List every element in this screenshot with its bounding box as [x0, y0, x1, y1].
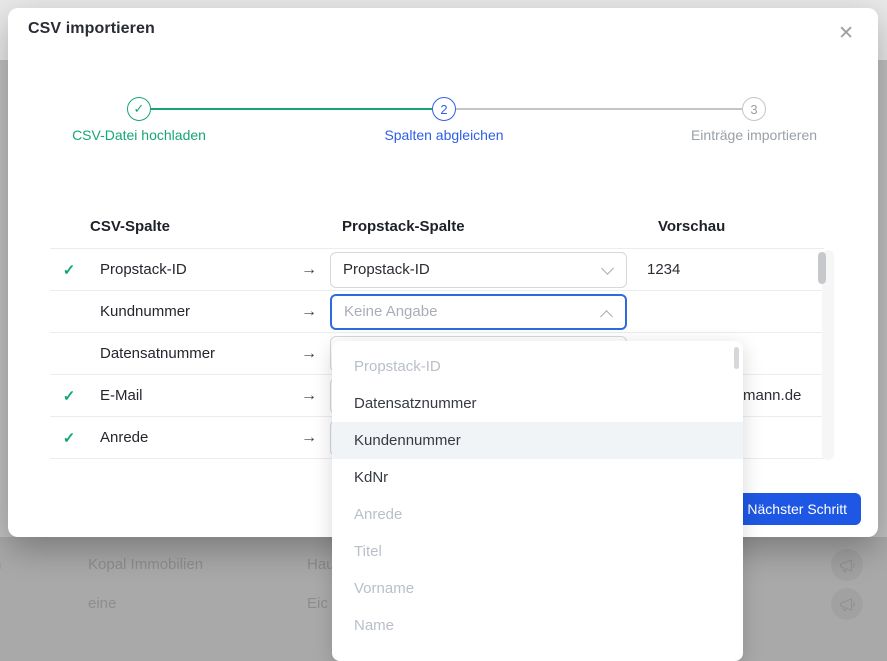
- close-icon[interactable]: ✕: [838, 23, 854, 44]
- csv-column-name: Datensatnummer: [100, 345, 216, 362]
- dropdown-scrollbar-thumb[interactable]: [734, 347, 739, 369]
- csv-column-name: Anrede: [100, 429, 149, 446]
- step-1-check-icon: ✓: [127, 97, 151, 121]
- chevron-up-icon: [600, 309, 613, 323]
- dropdown-option[interactable]: KdNr: [354, 469, 389, 486]
- step-3-label: Einträge importieren: [690, 127, 818, 143]
- chevron-down-icon: [601, 261, 614, 275]
- step-1-label: CSV-Datei hochladen: [72, 127, 206, 143]
- table-row: Kundnummer → Keine Angabe: [50, 291, 824, 333]
- arrow-right-icon: →: [301, 302, 317, 320]
- step-2-label: Spalten abgleichen: [384, 127, 504, 143]
- preview-value: mann.de: [743, 387, 802, 404]
- table-scrollbar-thumb[interactable]: [818, 252, 826, 284]
- csv-column-name: Kundnummer: [100, 303, 191, 320]
- background-cell-name: Eic: [307, 595, 328, 612]
- matched-check-icon: ✓: [62, 387, 76, 405]
- step-3-indicator: 3: [742, 97, 766, 121]
- arrow-right-icon: →: [301, 260, 317, 278]
- dropdown-option: Propstack-ID: [354, 358, 441, 375]
- matched-check-icon: ✓: [62, 429, 76, 447]
- header-propstack-column: Propstack-Spalte: [342, 218, 465, 235]
- dropdown-option[interactable]: Datensatznummer: [354, 395, 477, 412]
- dropdown-option: Vorname: [354, 580, 415, 597]
- table-scrollbar-track[interactable]: [822, 250, 834, 460]
- arrow-right-icon: →: [301, 344, 317, 362]
- propstack-column-select[interactable]: Propstack-ID: [330, 251, 627, 288]
- background-cell-company: eine: [88, 595, 117, 612]
- dropdown-option: Name: [354, 617, 395, 634]
- select-value: Propstack-ID: [343, 261, 430, 278]
- csv-column-name: E-Mail: [100, 387, 143, 404]
- dropdown-option-highlighted[interactable]: Kundennummer: [332, 422, 743, 459]
- background-table-row: n Kopal Immobilien Hau: [0, 556, 887, 576]
- arrow-right-icon: →: [301, 386, 317, 404]
- dropdown-option: Titel: [354, 543, 382, 560]
- dialog-title: CSV importieren: [28, 20, 155, 37]
- background-cell-name: Hau: [307, 556, 335, 573]
- preview-value: [645, 291, 824, 332]
- preview-value: 1234: [647, 261, 681, 278]
- background-contacts-table: n Kopal Immobilien Hau eine Eic: [0, 537, 887, 630]
- propstack-column-dropdown: Propstack-ID Datensatznummer Kundennumme…: [332, 341, 743, 661]
- dropdown-option: Anrede: [354, 506, 403, 523]
- stepper-connector-upcoming: [456, 108, 742, 110]
- matched-check-icon: ✓: [62, 261, 76, 279]
- csv-column-name: Propstack-ID: [100, 261, 187, 278]
- step-2-indicator: 2: [432, 97, 456, 121]
- background-cell-clipped: n: [0, 556, 1, 573]
- stepper-connector-done: [151, 108, 432, 110]
- arrow-right-icon: →: [301, 428, 317, 446]
- megaphone-icon: [831, 588, 863, 620]
- background-cell-company: Kopal Immobilien: [88, 556, 204, 573]
- preview-cell: mann.de: [645, 375, 824, 416]
- select-placeholder: Keine Angabe: [344, 303, 438, 320]
- next-step-button[interactable]: Nächster Schritt: [733, 493, 861, 525]
- header-preview: Vorschau: [658, 218, 726, 235]
- header-csv-column: CSV-Spalte: [90, 218, 171, 235]
- propstack-column-select-open[interactable]: Keine Angabe: [330, 293, 627, 330]
- background-table-row: eine Eic: [0, 595, 887, 615]
- table-row: ✓ Propstack-ID → Propstack-ID 1234: [50, 249, 824, 291]
- megaphone-icon: [831, 549, 863, 581]
- import-stepper: ✓ 2 3 CSV-Datei hochladen Spalten abglei…: [8, 8, 878, 158]
